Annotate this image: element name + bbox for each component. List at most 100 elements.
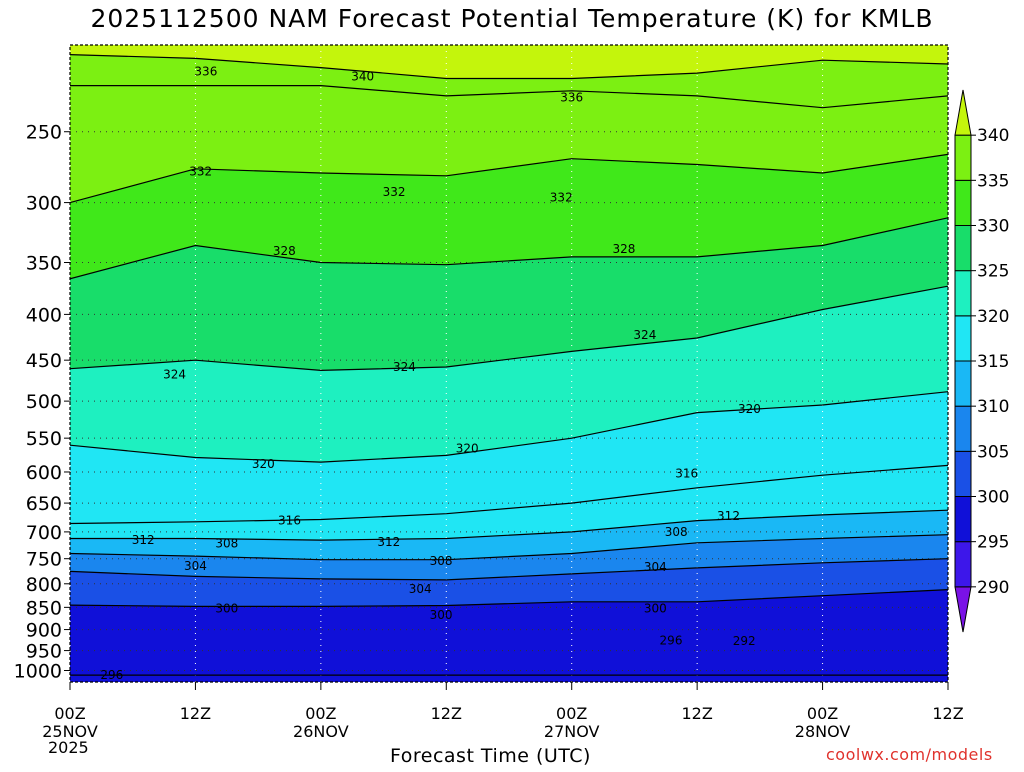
contour-label: 304 bbox=[409, 582, 432, 596]
x-tick-label: 12Z bbox=[681, 704, 712, 723]
contour-label: 328 bbox=[273, 244, 296, 258]
colorbar-label: 320 bbox=[977, 307, 1009, 327]
contour-label: 316 bbox=[278, 514, 301, 528]
colorbar-label: 290 bbox=[977, 578, 1009, 598]
contour-label: 312 bbox=[377, 535, 400, 549]
contour-label: 292 bbox=[733, 634, 756, 648]
contour-label: 304 bbox=[644, 560, 667, 574]
colorbar-label: 335 bbox=[977, 171, 1009, 191]
colorbar-box bbox=[954, 496, 972, 543]
contour-label: 296 bbox=[100, 668, 123, 682]
x-tick-label: 00Z bbox=[305, 704, 336, 723]
colorbar-box bbox=[954, 270, 972, 317]
contour-label: 304 bbox=[184, 559, 207, 573]
contour-line-316 bbox=[70, 464, 948, 525]
y-tick-label: 250 bbox=[26, 122, 62, 144]
colorbar-box bbox=[954, 360, 972, 407]
y-tick-label: 350 bbox=[26, 252, 62, 274]
colorbar-max-arrow bbox=[954, 89, 972, 136]
contour-line-336 bbox=[70, 85, 948, 109]
band-below-296 bbox=[70, 675, 948, 682]
contour-line-304 bbox=[70, 558, 948, 581]
colorbar-box bbox=[954, 315, 972, 362]
colorbar-label: 310 bbox=[977, 397, 1009, 417]
contour-label: 320 bbox=[456, 442, 479, 456]
contour-label: 328 bbox=[613, 242, 636, 256]
x-date-label: 28NOV bbox=[795, 722, 851, 741]
y-tick-label: 600 bbox=[26, 462, 62, 484]
chart-title: 2025112500 NAM Forecast Potential Temper… bbox=[90, 4, 934, 33]
y-tick-label: 900 bbox=[26, 620, 62, 642]
contour-label: 300 bbox=[644, 602, 667, 616]
x-tick-label: 00Z bbox=[54, 704, 85, 723]
y-tick-label: 650 bbox=[26, 493, 62, 515]
contour-line-320 bbox=[70, 391, 948, 463]
y-tick-label: 550 bbox=[26, 428, 62, 450]
x-axis-title: Forecast Time (UTC) bbox=[390, 745, 591, 767]
x-date-label: 25NOV bbox=[42, 722, 98, 741]
contour-line-308 bbox=[70, 534, 948, 561]
colorbar-box bbox=[954, 134, 972, 181]
plot-frame bbox=[69, 44, 949, 683]
y-tick-label: 1000 bbox=[14, 661, 62, 683]
y-tick-label: 750 bbox=[26, 549, 62, 571]
band-below-300 bbox=[70, 589, 948, 682]
colorbar-label: 300 bbox=[977, 488, 1009, 508]
colorbar-label: 340 bbox=[977, 126, 1009, 146]
colorbar-box bbox=[954, 541, 972, 588]
x-tick-label: 00Z bbox=[807, 704, 838, 723]
colorbar-box bbox=[954, 225, 972, 272]
y-tick-label: 700 bbox=[26, 522, 62, 544]
contour-label: 308 bbox=[215, 536, 238, 550]
year-label: 2025 bbox=[48, 738, 89, 757]
contour-labels: 336 340 336 332 332 332 328 328 324 324 324 320 320 3… bbox=[100, 64, 761, 682]
x-tick-label: 12Z bbox=[180, 704, 211, 723]
contour-line-332 bbox=[70, 153, 948, 204]
colorbar-box bbox=[954, 405, 972, 452]
contour-label: 312 bbox=[717, 509, 740, 523]
y-tick-label: 300 bbox=[26, 193, 62, 215]
contour-label: 308 bbox=[430, 554, 453, 568]
contour-label: 320 bbox=[252, 457, 275, 471]
colorbar-label: 295 bbox=[977, 533, 1009, 553]
contour-label: 308 bbox=[665, 525, 688, 539]
x-date-label: 27NOV bbox=[544, 722, 600, 741]
y-tick-label: 400 bbox=[26, 304, 62, 326]
contour-line-324 bbox=[70, 285, 948, 372]
filled-contour-bands bbox=[70, 45, 948, 682]
colorbar-label: 305 bbox=[977, 442, 1009, 462]
contour-label: 300 bbox=[430, 608, 453, 622]
contour-label: 332 bbox=[550, 190, 573, 204]
colorbar-label: 330 bbox=[977, 217, 1009, 237]
contour-lines bbox=[70, 54, 948, 676]
contour-label: 340 bbox=[351, 70, 374, 84]
y-axis: 2503003504004505005506006507007508008509… bbox=[14, 122, 70, 683]
credit-link[interactable]: coolwx.com/models bbox=[826, 745, 993, 764]
contour-label: 336 bbox=[560, 91, 583, 105]
contour-label: 312 bbox=[132, 533, 155, 547]
colorbar-min-arrow bbox=[954, 586, 972, 633]
plot-border bbox=[69, 44, 949, 683]
colorbar-box bbox=[954, 179, 972, 226]
y-tick-label: 950 bbox=[26, 641, 62, 663]
colorbar-label: 315 bbox=[977, 352, 1009, 372]
y-tick-label: 500 bbox=[26, 391, 62, 413]
contour-label: 324 bbox=[633, 328, 656, 342]
contour-label: 336 bbox=[194, 64, 217, 78]
colorbar: 290 295 300 305 310 315 320 325 330 335 340 bbox=[954, 89, 1009, 633]
contour-line-300 bbox=[70, 589, 948, 607]
contour-label: 332 bbox=[189, 165, 212, 179]
colorbar-box bbox=[954, 450, 972, 498]
x-tick-label: 12Z bbox=[932, 704, 963, 723]
contour-line-340 bbox=[70, 54, 948, 80]
x-date-label: 26NOV bbox=[293, 722, 349, 741]
y-tick-label: 850 bbox=[26, 597, 62, 619]
contour-label: 320 bbox=[738, 402, 761, 416]
contour-label: 300 bbox=[215, 602, 238, 616]
x-tick-label: 00Z bbox=[556, 704, 587, 723]
contour-line-312 bbox=[70, 509, 948, 541]
y-tick-label: 800 bbox=[26, 574, 62, 596]
